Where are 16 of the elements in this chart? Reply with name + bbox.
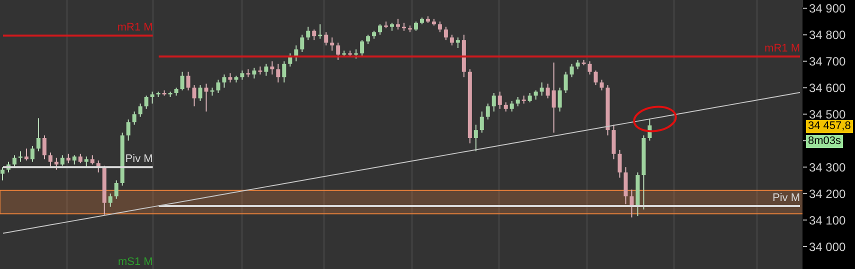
y-tick-label: 34 100: [809, 213, 846, 228]
series-label: Piv M: [125, 153, 153, 166]
y-tick-label: 34 600: [809, 80, 846, 95]
y-tick-label: 34 300: [809, 160, 846, 174]
y-tick-label: 34 000: [809, 240, 846, 254]
series-label: mR1 M: [764, 42, 800, 54]
y-tick-label: 34 900: [809, 2, 846, 16]
text: 34 457,8: [806, 120, 853, 134]
y-tick-label: 34 700: [809, 54, 846, 69]
series-label: Piv M: [772, 192, 800, 204]
annotation: mS1 M: [118, 256, 153, 268]
y-tick-label: 34 800: [809, 28, 846, 42]
y-tick-label: 34 200: [809, 186, 846, 201]
text: 8m03s: [806, 135, 844, 148]
series-label: mR1 M: [117, 22, 153, 34]
y-tick-label: 34 500: [809, 107, 846, 122]
